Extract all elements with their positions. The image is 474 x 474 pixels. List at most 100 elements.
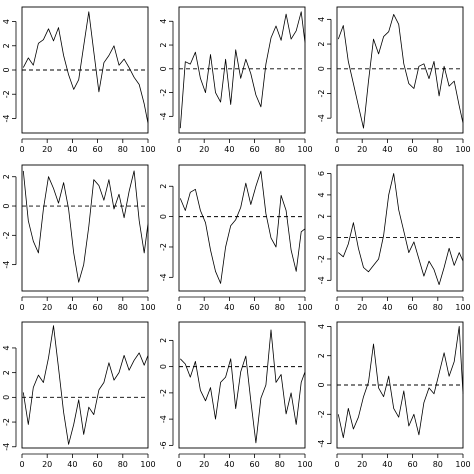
x-tick-label: 0 bbox=[334, 460, 339, 469]
y-tick-label: 6 bbox=[317, 171, 326, 176]
y-tick-label: -4 bbox=[2, 443, 11, 451]
y-tick-label: -4 bbox=[159, 273, 168, 281]
panel-6: 0 20 40 60 80 100 -4 -2 0 2 4 6 bbox=[317, 164, 471, 312]
plot-frame bbox=[336, 164, 464, 292]
y-tick-label: 0 bbox=[317, 66, 326, 71]
plot-frame bbox=[21, 164, 149, 292]
y-tick-label: -2 bbox=[2, 90, 11, 98]
y-tick-label: -4 bbox=[2, 261, 11, 269]
y-tick-label: -2 bbox=[317, 255, 326, 263]
x-tick-label: 20 bbox=[42, 145, 52, 154]
panel-7: 0 20 40 60 80 100 -4 -2 0 2 4 bbox=[2, 321, 156, 469]
x-tick-label: 40 bbox=[224, 460, 234, 469]
y-tick-label: 0 bbox=[159, 66, 168, 71]
x-tick-label: 60 bbox=[93, 303, 103, 312]
x-tick-label: 20 bbox=[199, 460, 209, 469]
x-tick-label: 20 bbox=[357, 145, 367, 154]
x-tick-label: 100 bbox=[140, 303, 155, 312]
x-tick-label: 40 bbox=[224, 303, 234, 312]
x-tick-label: 0 bbox=[19, 303, 24, 312]
panel-2: 0 20 40 60 80 100 -4 -2 0 2 4 bbox=[159, 6, 313, 154]
x-tick-label: 40 bbox=[224, 145, 234, 154]
plot-frame bbox=[21, 321, 149, 449]
x-tick-label: 60 bbox=[93, 145, 103, 154]
y-tick-label: 2 bbox=[2, 43, 11, 48]
panel-5: 0 20 40 60 80 100 -4 -2 0 2 bbox=[159, 164, 313, 312]
y-tick-label: -4 bbox=[159, 415, 168, 423]
y-tick-label: 2 bbox=[317, 42, 326, 47]
plot-frame bbox=[178, 321, 306, 449]
panel-1: 0 20 40 60 80 100 -4 -2 0 2 4 bbox=[2, 6, 156, 154]
y-tick-label: 4 bbox=[159, 19, 168, 24]
y-tick-label: -4 bbox=[159, 112, 168, 120]
y-tick-label: 4 bbox=[2, 19, 11, 24]
x-tick-label: 0 bbox=[176, 460, 181, 469]
x-tick-label: 80 bbox=[118, 145, 128, 154]
y-tick-label: 2 bbox=[317, 214, 326, 219]
y-tick-label: 0 bbox=[317, 235, 326, 240]
x-tick-label: 80 bbox=[275, 303, 285, 312]
y-tick-label: -2 bbox=[2, 231, 11, 239]
series-line bbox=[180, 329, 306, 444]
x-tick-label: 80 bbox=[433, 303, 443, 312]
series-line bbox=[22, 325, 149, 445]
y-tick-label: 0 bbox=[317, 382, 326, 387]
x-tick-label: 80 bbox=[433, 460, 443, 469]
x-tick-label: 40 bbox=[67, 460, 77, 469]
x-tick-label: 0 bbox=[334, 303, 339, 312]
y-tick-label: -4 bbox=[317, 114, 326, 122]
plot-frame bbox=[336, 6, 464, 134]
x-tick-label: 80 bbox=[118, 460, 128, 469]
x-tick-label: 20 bbox=[42, 460, 52, 469]
x-tick-label: 40 bbox=[382, 303, 392, 312]
panel-8: 0 20 40 60 80 100 -6 -4 -2 0 2 bbox=[159, 321, 313, 469]
y-tick-label: 0 bbox=[2, 395, 11, 400]
x-tick-label: 20 bbox=[199, 303, 209, 312]
y-tick-label: 2 bbox=[159, 184, 168, 189]
plot-frame bbox=[178, 6, 306, 134]
y-tick-label: -6 bbox=[159, 441, 168, 449]
y-tick-label: -2 bbox=[159, 89, 168, 97]
y-tick-label: 0 bbox=[159, 364, 168, 369]
x-tick-label: 80 bbox=[433, 145, 443, 154]
series-line bbox=[22, 11, 149, 124]
series-line bbox=[179, 170, 306, 284]
x-tick-label: 100 bbox=[455, 145, 470, 154]
panel-9: 0 20 40 60 80 100 -4 -2 0 2 4 bbox=[317, 321, 471, 469]
series-line bbox=[22, 170, 149, 283]
series-line bbox=[338, 173, 464, 286]
y-tick-label: 4 bbox=[317, 17, 326, 22]
x-tick-label: 40 bbox=[382, 460, 392, 469]
y-tick-label: -2 bbox=[159, 389, 168, 397]
series-line bbox=[337, 13, 464, 129]
panel-4: 0 20 40 60 80 100 -4 -2 0 2 bbox=[2, 164, 156, 312]
y-tick-label: 0 bbox=[2, 67, 11, 72]
x-tick-label: 0 bbox=[19, 145, 24, 154]
x-tick-label: 80 bbox=[275, 145, 285, 154]
y-tick-label: 4 bbox=[2, 345, 11, 350]
y-tick-label: -2 bbox=[317, 410, 326, 418]
x-tick-label: 80 bbox=[275, 460, 285, 469]
y-tick-label: 4 bbox=[317, 192, 326, 197]
y-tick-label: 2 bbox=[159, 42, 168, 47]
y-tick-label: -2 bbox=[159, 243, 168, 251]
x-tick-label: 20 bbox=[357, 303, 367, 312]
panel-3: 0 20 40 60 80 100 -4 -2 0 2 4 bbox=[317, 6, 471, 154]
y-tick-label: -4 bbox=[317, 276, 326, 284]
x-tick-label: 40 bbox=[67, 145, 77, 154]
y-tick-label: -2 bbox=[2, 418, 11, 426]
x-tick-label: 20 bbox=[199, 145, 209, 154]
x-tick-label: 0 bbox=[176, 145, 181, 154]
x-tick-label: 0 bbox=[19, 460, 24, 469]
x-tick-label: 60 bbox=[408, 303, 418, 312]
x-tick-label: 40 bbox=[67, 303, 77, 312]
series-line bbox=[337, 325, 464, 439]
x-tick-label: 20 bbox=[42, 303, 52, 312]
x-tick-label: 60 bbox=[408, 460, 418, 469]
x-tick-label: 20 bbox=[357, 460, 367, 469]
y-tick-label: -2 bbox=[317, 89, 326, 97]
y-tick-label: -4 bbox=[317, 440, 326, 448]
x-tick-label: 60 bbox=[250, 460, 260, 469]
x-tick-label: 60 bbox=[93, 460, 103, 469]
